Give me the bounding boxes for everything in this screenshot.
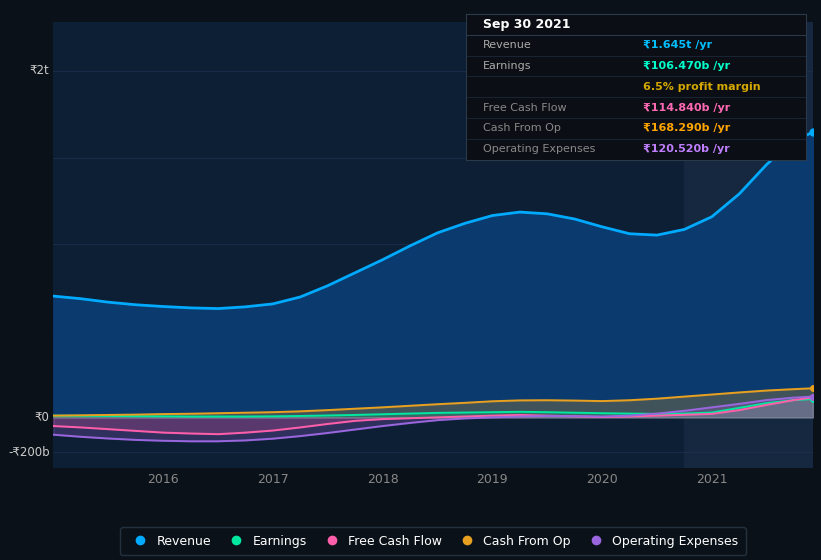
Text: -₹200b: -₹200b bbox=[8, 446, 49, 459]
Text: Cash From Op: Cash From Op bbox=[483, 123, 561, 133]
Text: Free Cash Flow: Free Cash Flow bbox=[483, 102, 566, 113]
Bar bbox=[685, 22, 813, 468]
Text: ₹2t: ₹2t bbox=[30, 64, 49, 77]
Text: Operating Expenses: Operating Expenses bbox=[483, 144, 595, 154]
Text: ₹0: ₹0 bbox=[34, 411, 49, 424]
Text: ₹120.520b /yr: ₹120.520b /yr bbox=[643, 144, 729, 154]
Text: ₹106.470b /yr: ₹106.470b /yr bbox=[643, 61, 730, 71]
Text: ₹1.645t /yr: ₹1.645t /yr bbox=[643, 40, 712, 50]
Text: Revenue: Revenue bbox=[483, 40, 531, 50]
Text: ₹114.840b /yr: ₹114.840b /yr bbox=[643, 102, 730, 113]
Text: Sep 30 2021: Sep 30 2021 bbox=[483, 18, 570, 31]
Text: ₹168.290b /yr: ₹168.290b /yr bbox=[643, 123, 730, 133]
Legend: Revenue, Earnings, Free Cash Flow, Cash From Op, Operating Expenses: Revenue, Earnings, Free Cash Flow, Cash … bbox=[121, 528, 745, 556]
Text: 6.5% profit margin: 6.5% profit margin bbox=[643, 82, 760, 92]
Text: Earnings: Earnings bbox=[483, 61, 531, 71]
